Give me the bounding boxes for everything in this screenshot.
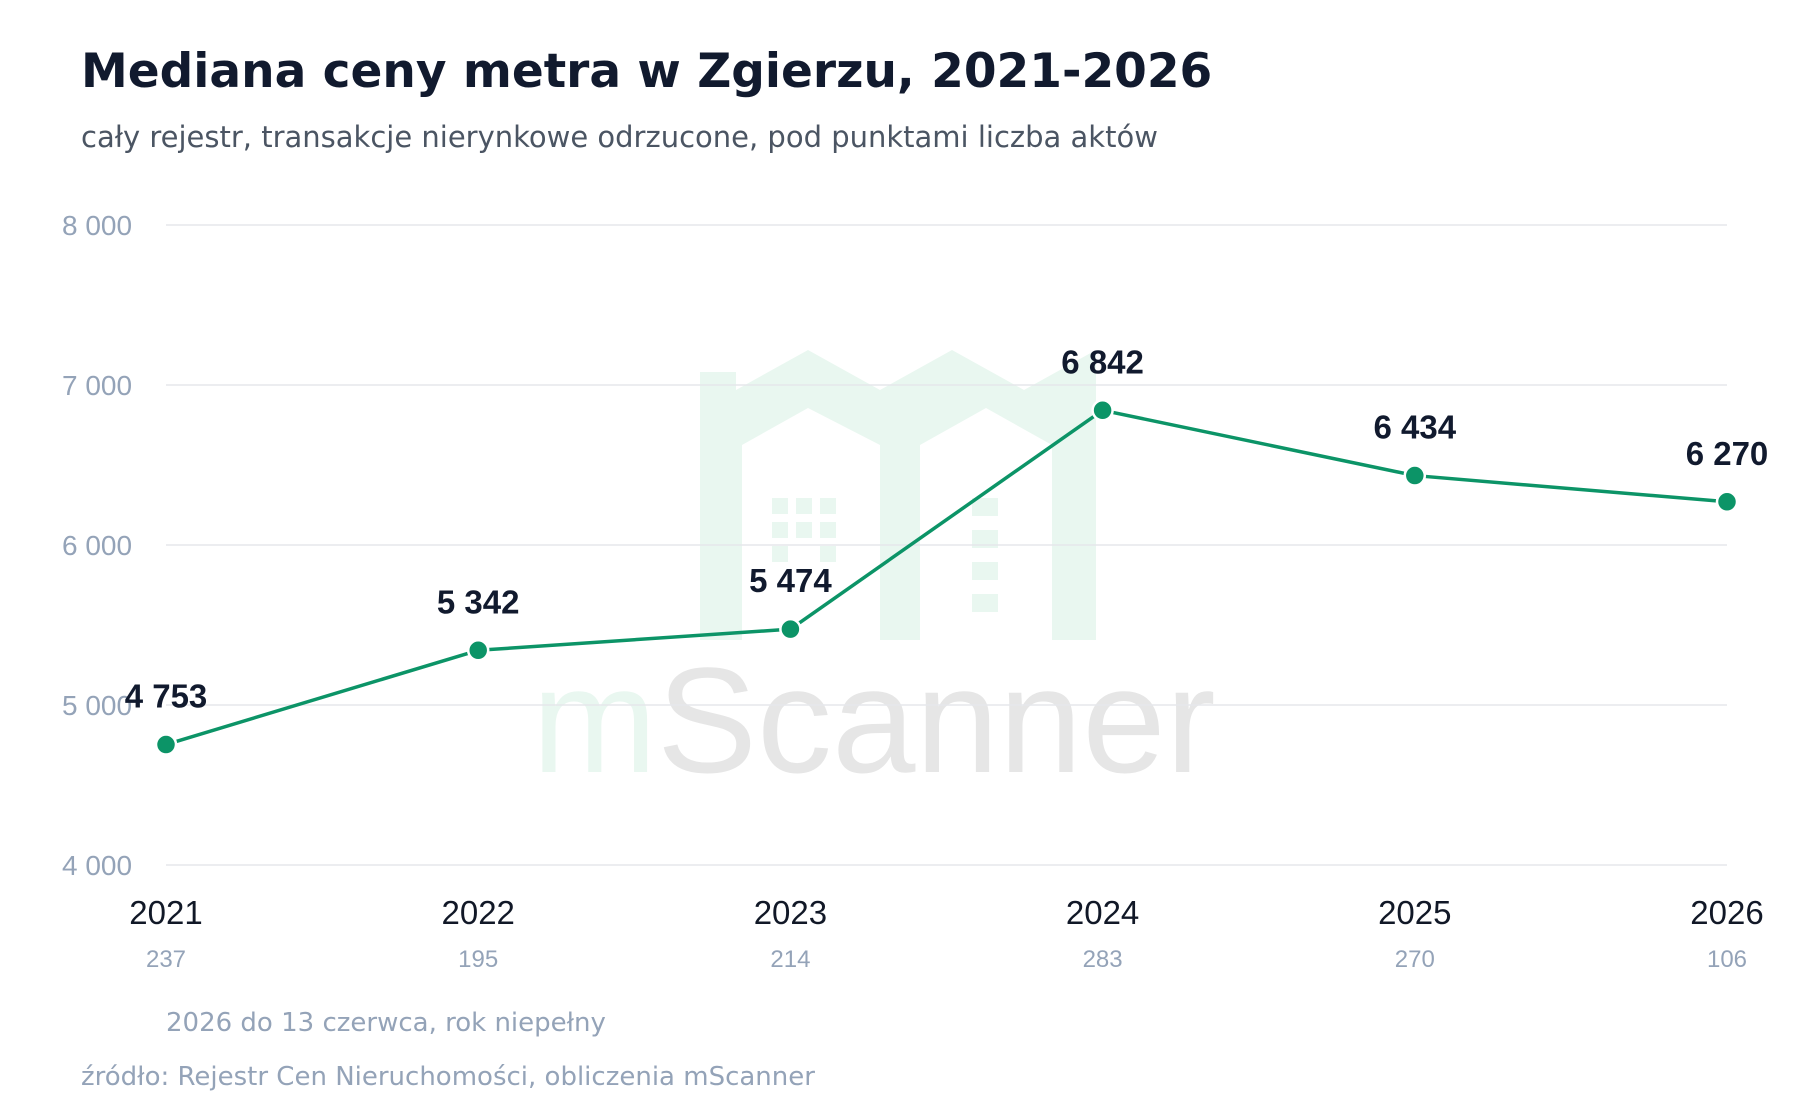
- data-point: [154, 733, 178, 756]
- chart-subtitle: cały rejestr, transakcje nierynkowe odrz…: [81, 120, 1158, 154]
- watermark-text: mScanner: [532, 636, 1216, 804]
- count-label: 195: [458, 946, 498, 973]
- data-label: 6 270: [1686, 435, 1769, 472]
- x-axis: 2021 237 2022 195 2023 214 2024 283 2025 270 2026 1…: [129, 894, 1763, 973]
- footnote: 2026 do 13 czerwca, rok niepełny: [166, 1008, 606, 1038]
- data-label: 5 474: [749, 562, 832, 599]
- x-tick-label: 2025: [1378, 894, 1451, 931]
- x-tick-label: 2024: [1066, 894, 1139, 931]
- series-line: [164, 408, 1729, 747]
- chart-title: Mediana ceny metra w Zgierzu, 2021-2026: [81, 44, 1213, 99]
- y-axis: 4 000 5 000 6 000 7 000 8 000: [62, 210, 132, 881]
- y-tick-label: 4 000: [62, 850, 132, 881]
- y-tick-label: 7 000: [62, 370, 132, 401]
- data-point: [1715, 490, 1739, 514]
- watermark-rest: Scanner: [657, 636, 1216, 804]
- x-tick-label: 2022: [441, 894, 514, 931]
- data-point: [1091, 399, 1114, 422]
- data-label: 4 753: [125, 678, 208, 715]
- watermark-windows-icon: [772, 498, 998, 612]
- watermark: mScanner: [532, 350, 1216, 804]
- count-label: 270: [1395, 946, 1435, 973]
- count-label: 214: [770, 946, 810, 973]
- watermark-prefix: m: [532, 636, 657, 804]
- data-point: [1403, 464, 1427, 487]
- watermark-logo-icon: [700, 350, 1096, 640]
- y-tick-label: 8 000: [62, 210, 132, 241]
- x-tick-label: 2023: [754, 894, 827, 931]
- y-tick-label: 6 000: [62, 530, 132, 561]
- data-label: 6 842: [1061, 343, 1144, 380]
- count-label: 283: [1083, 946, 1123, 973]
- count-label: 237: [146, 946, 186, 973]
- source-note: źródło: Rejestr Cen Nieruchomości, oblic…: [81, 1062, 815, 1092]
- x-tick-label: 2021: [129, 894, 202, 931]
- series: 4 753 5 342 5 474 6 842 6 434 6 270: [125, 343, 1769, 756]
- data-label: 6 434: [1374, 409, 1457, 446]
- count-label: 106: [1707, 946, 1747, 973]
- data-label: 5 342: [437, 583, 520, 620]
- y-tick-label: 5 000: [62, 690, 132, 721]
- x-tick-label: 2026: [1690, 894, 1763, 931]
- data-point: [466, 639, 490, 662]
- data-point: [779, 617, 802, 641]
- gridlines: [166, 224, 1727, 866]
